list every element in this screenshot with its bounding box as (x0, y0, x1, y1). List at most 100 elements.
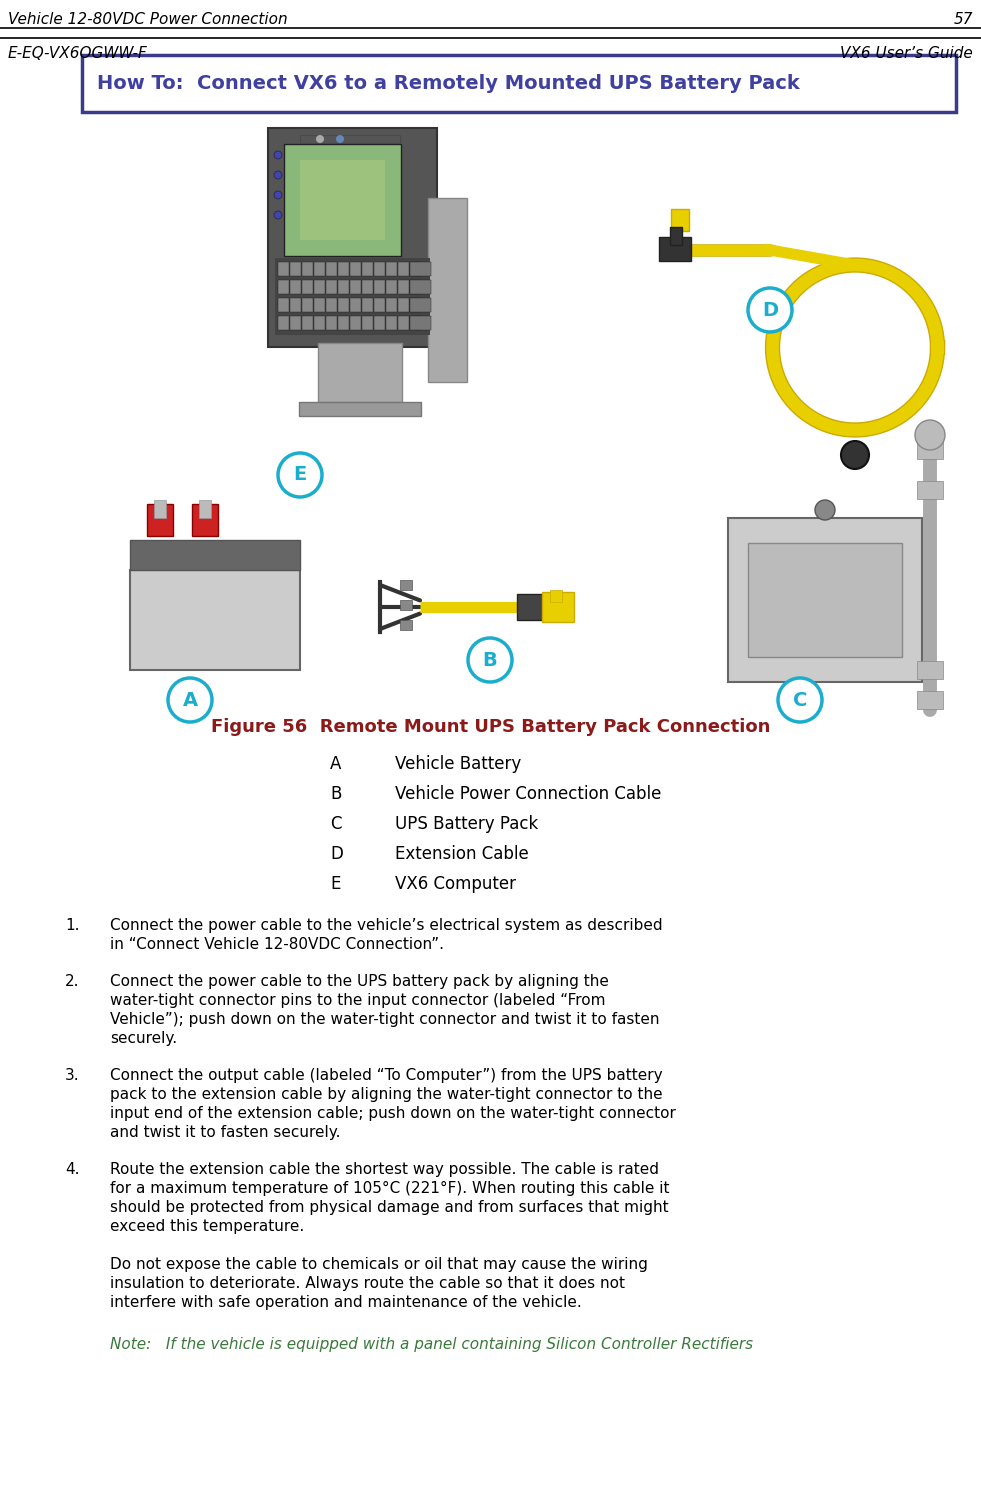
Text: C: C (330, 815, 341, 833)
FancyBboxPatch shape (748, 543, 902, 657)
Circle shape (468, 638, 512, 682)
FancyBboxPatch shape (300, 134, 400, 143)
FancyBboxPatch shape (374, 297, 385, 312)
FancyBboxPatch shape (301, 261, 313, 276)
FancyBboxPatch shape (728, 518, 922, 682)
FancyBboxPatch shape (337, 315, 348, 330)
FancyBboxPatch shape (314, 261, 325, 276)
FancyBboxPatch shape (386, 315, 396, 330)
Text: input end of the extension cable; push down on the water-tight connector: input end of the extension cable; push d… (110, 1106, 676, 1121)
FancyBboxPatch shape (349, 279, 360, 294)
FancyBboxPatch shape (428, 199, 467, 382)
FancyBboxPatch shape (192, 505, 218, 536)
FancyBboxPatch shape (314, 279, 325, 294)
FancyBboxPatch shape (349, 261, 360, 276)
FancyBboxPatch shape (289, 279, 300, 294)
FancyBboxPatch shape (409, 297, 421, 312)
Text: Route the extension cable the shortest way possible. The cable is rated: Route the extension cable the shortest w… (110, 1162, 659, 1176)
FancyBboxPatch shape (268, 128, 437, 346)
Circle shape (274, 151, 282, 158)
FancyBboxPatch shape (289, 261, 300, 276)
Text: E: E (293, 466, 307, 485)
FancyBboxPatch shape (917, 481, 943, 499)
FancyBboxPatch shape (409, 315, 431, 330)
FancyBboxPatch shape (154, 500, 166, 518)
FancyBboxPatch shape (130, 570, 300, 670)
Text: VX6 Computer: VX6 Computer (395, 875, 516, 893)
Text: pack to the extension cable by aligning the water-tight connector to the: pack to the extension cable by aligning … (110, 1087, 662, 1102)
FancyBboxPatch shape (278, 315, 288, 330)
FancyBboxPatch shape (349, 315, 360, 330)
FancyBboxPatch shape (314, 297, 325, 312)
Text: water-tight connector pins to the input connector (labeled “From: water-tight connector pins to the input … (110, 993, 605, 1008)
Text: insulation to deteriorate. Always route the cable so that it does not: insulation to deteriorate. Always route … (110, 1277, 625, 1291)
Circle shape (316, 134, 324, 143)
Circle shape (274, 191, 282, 199)
FancyBboxPatch shape (314, 315, 325, 330)
Text: B: B (483, 651, 497, 669)
Text: A: A (182, 690, 197, 709)
Text: Vehicle Battery: Vehicle Battery (395, 755, 521, 773)
Text: E: E (330, 875, 340, 893)
FancyBboxPatch shape (550, 590, 562, 602)
FancyBboxPatch shape (397, 297, 408, 312)
FancyBboxPatch shape (374, 315, 385, 330)
Text: Connect the output cable (labeled “To Computer”) from the UPS battery: Connect the output cable (labeled “To Co… (110, 1067, 662, 1082)
FancyBboxPatch shape (301, 315, 313, 330)
Circle shape (841, 440, 869, 469)
FancyBboxPatch shape (362, 297, 373, 312)
Text: 1.: 1. (65, 918, 79, 933)
FancyBboxPatch shape (301, 279, 313, 294)
Text: UPS Battery Pack: UPS Battery Pack (395, 815, 539, 833)
Text: Connect the power cable to the vehicle’s electrical system as described: Connect the power cable to the vehicle’s… (110, 918, 662, 933)
FancyBboxPatch shape (337, 297, 348, 312)
FancyBboxPatch shape (349, 297, 360, 312)
FancyBboxPatch shape (400, 600, 412, 611)
Text: VX6 User’s Guide: VX6 User’s Guide (841, 46, 973, 61)
Text: D: D (330, 845, 343, 863)
Text: interfere with safe operation and maintenance of the vehicle.: interfere with safe operation and mainte… (110, 1294, 582, 1309)
FancyBboxPatch shape (318, 343, 402, 402)
FancyBboxPatch shape (542, 593, 574, 623)
FancyBboxPatch shape (670, 227, 682, 245)
FancyBboxPatch shape (409, 261, 421, 276)
FancyBboxPatch shape (659, 237, 691, 261)
FancyBboxPatch shape (400, 620, 412, 630)
FancyBboxPatch shape (400, 579, 412, 590)
Text: E-EQ-VX6OGWW-F: E-EQ-VX6OGWW-F (8, 46, 148, 61)
FancyBboxPatch shape (289, 315, 300, 330)
FancyBboxPatch shape (374, 261, 385, 276)
FancyBboxPatch shape (917, 440, 943, 458)
Circle shape (915, 420, 945, 449)
FancyBboxPatch shape (374, 279, 385, 294)
Text: D: D (762, 300, 778, 320)
Text: exceed this temperature.: exceed this temperature. (110, 1218, 304, 1235)
Text: in “Connect Vehicle 12-80VDC Connection”.: in “Connect Vehicle 12-80VDC Connection”… (110, 938, 444, 953)
FancyBboxPatch shape (397, 315, 408, 330)
Text: Do not expose the cable to chemicals or oil that may cause the wiring: Do not expose the cable to chemicals or … (110, 1257, 647, 1272)
Circle shape (778, 678, 822, 723)
FancyBboxPatch shape (326, 315, 336, 330)
Text: Extension Cable: Extension Cable (395, 845, 529, 863)
FancyBboxPatch shape (409, 297, 431, 312)
FancyBboxPatch shape (326, 297, 336, 312)
FancyBboxPatch shape (278, 297, 288, 312)
FancyBboxPatch shape (326, 261, 336, 276)
FancyBboxPatch shape (300, 160, 385, 240)
Circle shape (274, 172, 282, 179)
FancyBboxPatch shape (275, 258, 430, 334)
Text: C: C (793, 690, 807, 709)
FancyBboxPatch shape (517, 594, 547, 620)
FancyBboxPatch shape (326, 279, 336, 294)
FancyBboxPatch shape (299, 402, 421, 417)
FancyBboxPatch shape (409, 315, 421, 330)
FancyBboxPatch shape (130, 540, 300, 570)
FancyBboxPatch shape (337, 261, 348, 276)
Circle shape (274, 211, 282, 219)
Text: 4.: 4. (65, 1162, 79, 1176)
Text: Vehicle 12-80VDC Power Connection: Vehicle 12-80VDC Power Connection (8, 12, 287, 27)
FancyBboxPatch shape (409, 279, 421, 294)
FancyBboxPatch shape (386, 297, 396, 312)
FancyBboxPatch shape (917, 691, 943, 709)
Circle shape (748, 288, 792, 331)
